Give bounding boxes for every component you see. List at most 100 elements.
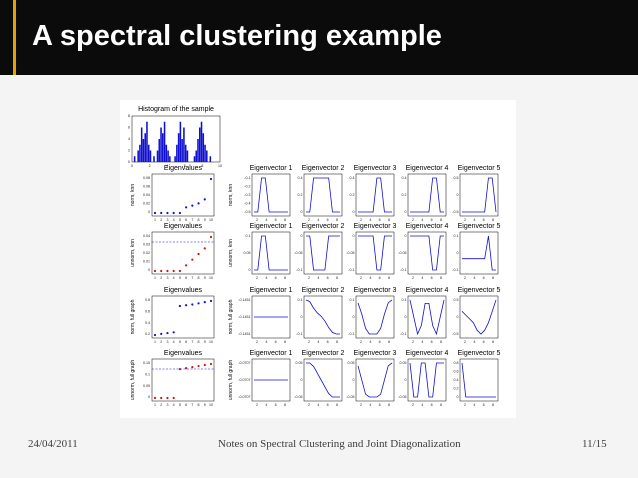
eigenvector-y-tick: 0.2 bbox=[350, 193, 355, 197]
eigenvalues-frame bbox=[151, 295, 215, 339]
eigenvector-y-tick: -0.05 bbox=[398, 395, 406, 399]
eigenvector-line bbox=[358, 235, 392, 271]
histogram-bar bbox=[177, 133, 180, 162]
eigenvalue-point bbox=[197, 202, 200, 205]
eigenvector-title: Eigenvector 5 bbox=[458, 287, 501, 294]
eigenvalues-x-tick: 7 bbox=[191, 340, 193, 344]
eigenvector-line bbox=[306, 235, 340, 271]
eigenvector-line bbox=[461, 299, 497, 335]
eigenvector-title: Eigenvector 2 bbox=[302, 287, 345, 294]
eigenvector-y-tick: 0.05 bbox=[296, 361, 303, 365]
eigenvector-x-tick: 6 bbox=[379, 403, 381, 407]
eigenvalue-point bbox=[197, 302, 200, 305]
eigenvector-y-tick: -0.1451 bbox=[238, 298, 250, 302]
eigenvalues-x-tick: 6 bbox=[185, 403, 187, 407]
eigenvector-x-tick: 6 bbox=[431, 218, 433, 222]
eigenvector-line bbox=[306, 362, 340, 398]
eigenvalues-title: Eigenvalues bbox=[164, 287, 203, 294]
eigenvector-x-tick: 4 bbox=[265, 403, 267, 407]
eigenvalues-x-tick: 7 bbox=[191, 218, 193, 222]
eigenvector-title: Eigenvector 5 bbox=[458, 223, 501, 230]
eigenvector-y-tick: 0 bbox=[353, 315, 355, 319]
eigenvector-x-tick: 6 bbox=[431, 340, 433, 344]
histogram-bar bbox=[160, 127, 162, 162]
eigenvalues-ylabel: unnorm, full graph bbox=[130, 360, 136, 401]
eigenvector-y-tick: 0 bbox=[457, 315, 459, 319]
eigenvector-x-tick: 8 bbox=[284, 340, 286, 344]
eigenvalue-point bbox=[203, 301, 206, 304]
eigenvector-x-tick: 2 bbox=[412, 340, 414, 344]
eigenvector-x-tick: 8 bbox=[284, 218, 286, 222]
eigenvalues-x-tick: 10 bbox=[209, 276, 213, 280]
eigenvalues-y-tick: 0 bbox=[148, 268, 150, 272]
eigenvector-y-tick: 0 bbox=[457, 193, 459, 197]
histogram-bar bbox=[147, 144, 150, 162]
eigenvalues-x-tick: 4 bbox=[173, 403, 175, 407]
eigenvector-x-tick: 2 bbox=[308, 276, 310, 280]
title-accent-bar bbox=[13, 0, 16, 75]
eigenvalues-x-tick: 5 bbox=[179, 403, 181, 407]
eigenvector-x-tick: 6 bbox=[431, 403, 433, 407]
histogram-bar bbox=[197, 139, 199, 162]
eigenvector-x-tick: 4 bbox=[421, 403, 423, 407]
eigenvalues-x-tick: 8 bbox=[198, 218, 200, 222]
eigenvalue-point bbox=[153, 269, 157, 273]
eigenvector-x-tick: 2 bbox=[256, 340, 258, 344]
eigenvalues-y-tick: 0.05 bbox=[143, 384, 150, 388]
eigenvector-title: Eigenvector 3 bbox=[354, 165, 397, 172]
histogram-bar bbox=[144, 133, 146, 162]
eigenvector-title: Eigenvector 3 bbox=[354, 223, 397, 230]
eigenvector-x-tick: 8 bbox=[388, 276, 390, 280]
eigenvector-x-tick: 4 bbox=[421, 218, 423, 222]
eigenvector-x-tick: 4 bbox=[421, 276, 423, 280]
histogram-bar bbox=[206, 150, 208, 162]
histogram-x-tick: 6 bbox=[184, 164, 186, 168]
eigenvalue-point bbox=[166, 396, 169, 400]
eigenvector-y-tick: 0.1 bbox=[298, 298, 303, 302]
eigenvector-y-tick: -0.5 bbox=[452, 332, 458, 336]
eigenvector-y-tick: 0.2 bbox=[298, 193, 303, 197]
histogram-bar bbox=[133, 156, 136, 162]
eigenvalues-y-tick: 0.08 bbox=[143, 176, 150, 180]
eigenvector-line bbox=[357, 299, 393, 335]
eigenvector-title: Eigenvector 4 bbox=[406, 165, 449, 172]
histogram-bar bbox=[156, 150, 159, 162]
histogram-title: Histogram of the sample bbox=[138, 106, 214, 113]
histogram-bar bbox=[163, 121, 166, 162]
eigenvector-y-tick: -0.1 bbox=[348, 268, 354, 272]
eigenvalues-x-tick: 3 bbox=[166, 403, 168, 407]
eigenvector-x-tick: 2 bbox=[412, 276, 414, 280]
eigenvector-y-tick: -0.5 bbox=[452, 210, 458, 214]
eigenvalue-point bbox=[197, 364, 200, 368]
histogram-bar bbox=[149, 150, 152, 162]
eigenvector-y-tick: 0.4 bbox=[350, 176, 355, 180]
eigenvector-line bbox=[254, 177, 288, 213]
eigenvector-title: Eigenvector 2 bbox=[302, 350, 345, 357]
eigenvectors-ylabel: unnorm, full graph bbox=[228, 360, 234, 401]
eigenvector-x-tick: 6 bbox=[379, 276, 381, 280]
eigenvalue-point bbox=[191, 365, 194, 369]
eigenvector-x-tick: 8 bbox=[492, 403, 494, 407]
histogram-x-tick: 10 bbox=[218, 164, 222, 168]
eigenvector-y-tick: 0 bbox=[405, 234, 407, 238]
histogram-bar bbox=[200, 121, 203, 162]
eigenvalues-title: Eigenvalues bbox=[164, 350, 203, 357]
eigenvalues-x-tick: 3 bbox=[166, 218, 168, 222]
eigenvector-x-tick: 6 bbox=[327, 403, 329, 407]
eigenvector-x-tick: 4 bbox=[473, 218, 475, 222]
histogram-bar bbox=[165, 144, 168, 162]
eigenvector-y-tick: 0 bbox=[457, 395, 459, 399]
eigenvector-y-tick: -0.05 bbox=[346, 395, 354, 399]
histogram-x-tick: 8 bbox=[201, 164, 203, 168]
eigenvector-y-tick: 0 bbox=[353, 210, 355, 214]
eigenvalues-x-tick: 3 bbox=[166, 276, 168, 280]
eigenvalue-point bbox=[178, 269, 181, 273]
eigenvector-x-tick: 8 bbox=[336, 340, 338, 344]
eigenvalues-y-tick: 0.8 bbox=[145, 298, 150, 302]
eigenvector-title: Eigenvector 4 bbox=[406, 287, 449, 294]
eigenvalues-ylabel: unnorm, knn bbox=[130, 239, 136, 267]
eigenvector-x-tick: 4 bbox=[265, 276, 267, 280]
eigenvalues-x-tick: 4 bbox=[173, 276, 175, 280]
eigenvector-x-tick: 2 bbox=[360, 218, 362, 222]
eigenvector-x-tick: 4 bbox=[421, 340, 423, 344]
